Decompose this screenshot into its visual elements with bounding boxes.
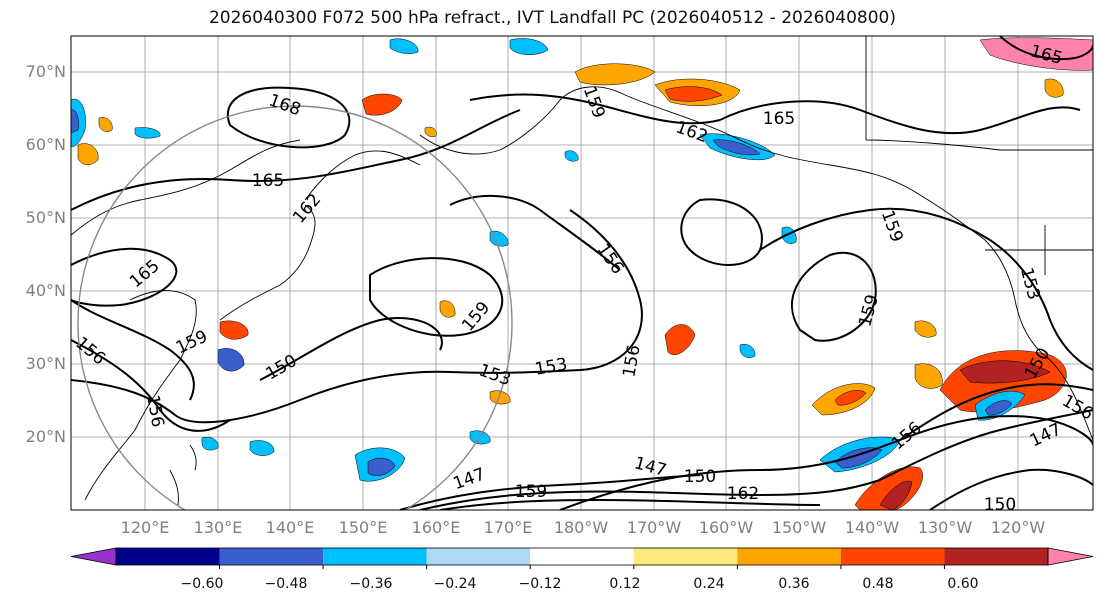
colorbar-tick-label: 0.12 (609, 576, 641, 592)
map-frame (70, 35, 1094, 511)
lon-label: 140°E (265, 518, 315, 537)
colorbar-segment (530, 548, 634, 565)
lon-label: 120°E (120, 518, 170, 537)
contour-label: 165 (763, 109, 795, 129)
lon-label: 150°E (338, 518, 388, 537)
colorbar-tick-label: 0.48 (862, 576, 894, 592)
colorbar-tick-label: −0.36 (349, 576, 393, 592)
contour-labels: 168 165 162 165 159 156 150 153 153 156 … (71, 41, 1093, 515)
colorbar-segment (219, 548, 324, 565)
contours (71, 36, 1093, 510)
lat-label: 20°N (25, 427, 66, 446)
lon-label: 180°W (553, 518, 609, 537)
colorbar-segment (737, 548, 841, 565)
colorbar-tick-label: 0.60 (947, 576, 979, 592)
colorbar-segment (426, 548, 531, 565)
lat-label: 60°N (25, 135, 66, 154)
lat-label: 40°N (25, 281, 66, 300)
colorbar-segment (944, 548, 1048, 565)
lon-label: 170°E (483, 518, 533, 537)
colorbar (70, 547, 1094, 569)
colorbar-segment (116, 548, 220, 565)
contour-label: 150 (684, 467, 716, 487)
colorbar-segment (323, 548, 427, 565)
lat-label: 30°N (25, 354, 66, 373)
lon-label: 170°W (626, 518, 682, 537)
lon-label: 160°E (411, 518, 461, 537)
colorbar-tick-label: −0.60 (180, 576, 224, 592)
contour-label: 162 (727, 484, 759, 504)
colorbar-tick-label: −0.24 (433, 576, 477, 592)
lon-label: 160°W (698, 518, 754, 537)
colorbar-tick-label: −0.48 (264, 576, 308, 592)
lon-label: 120°W (990, 518, 1046, 537)
coastlines (71, 36, 1093, 506)
lat-label: 70°N (25, 62, 66, 81)
map-title: 2026040300 F072 500 hPa refract., IVT La… (208, 8, 896, 28)
contour-label: 150 (984, 495, 1016, 515)
contour-label: 159 (515, 482, 547, 502)
lat-label: 50°N (25, 208, 66, 227)
colorbar-extend-high (1047, 547, 1094, 566)
lon-label: 130°E (193, 518, 243, 537)
colorbar-extend-low (70, 547, 117, 566)
gridlines (71, 36, 1093, 510)
lon-label: 130°W (917, 518, 973, 537)
shaded-anomalies (71, 37, 1093, 510)
colorbar-frame (115, 547, 1049, 566)
colorbar-tick-label: 0.24 (693, 576, 725, 592)
colorbar-segment (840, 548, 945, 565)
landfall-domain-circle (77, 105, 513, 510)
map-panel (71, 36, 1093, 510)
contour-label: 165 (252, 171, 284, 191)
colorbar-tick-label: 0.36 (778, 576, 810, 592)
colorbar-tick-label: −0.12 (518, 576, 562, 592)
lon-label: 150°W (771, 518, 827, 537)
lon-label: 140°W (844, 518, 900, 537)
colorbar-segment (633, 548, 738, 565)
